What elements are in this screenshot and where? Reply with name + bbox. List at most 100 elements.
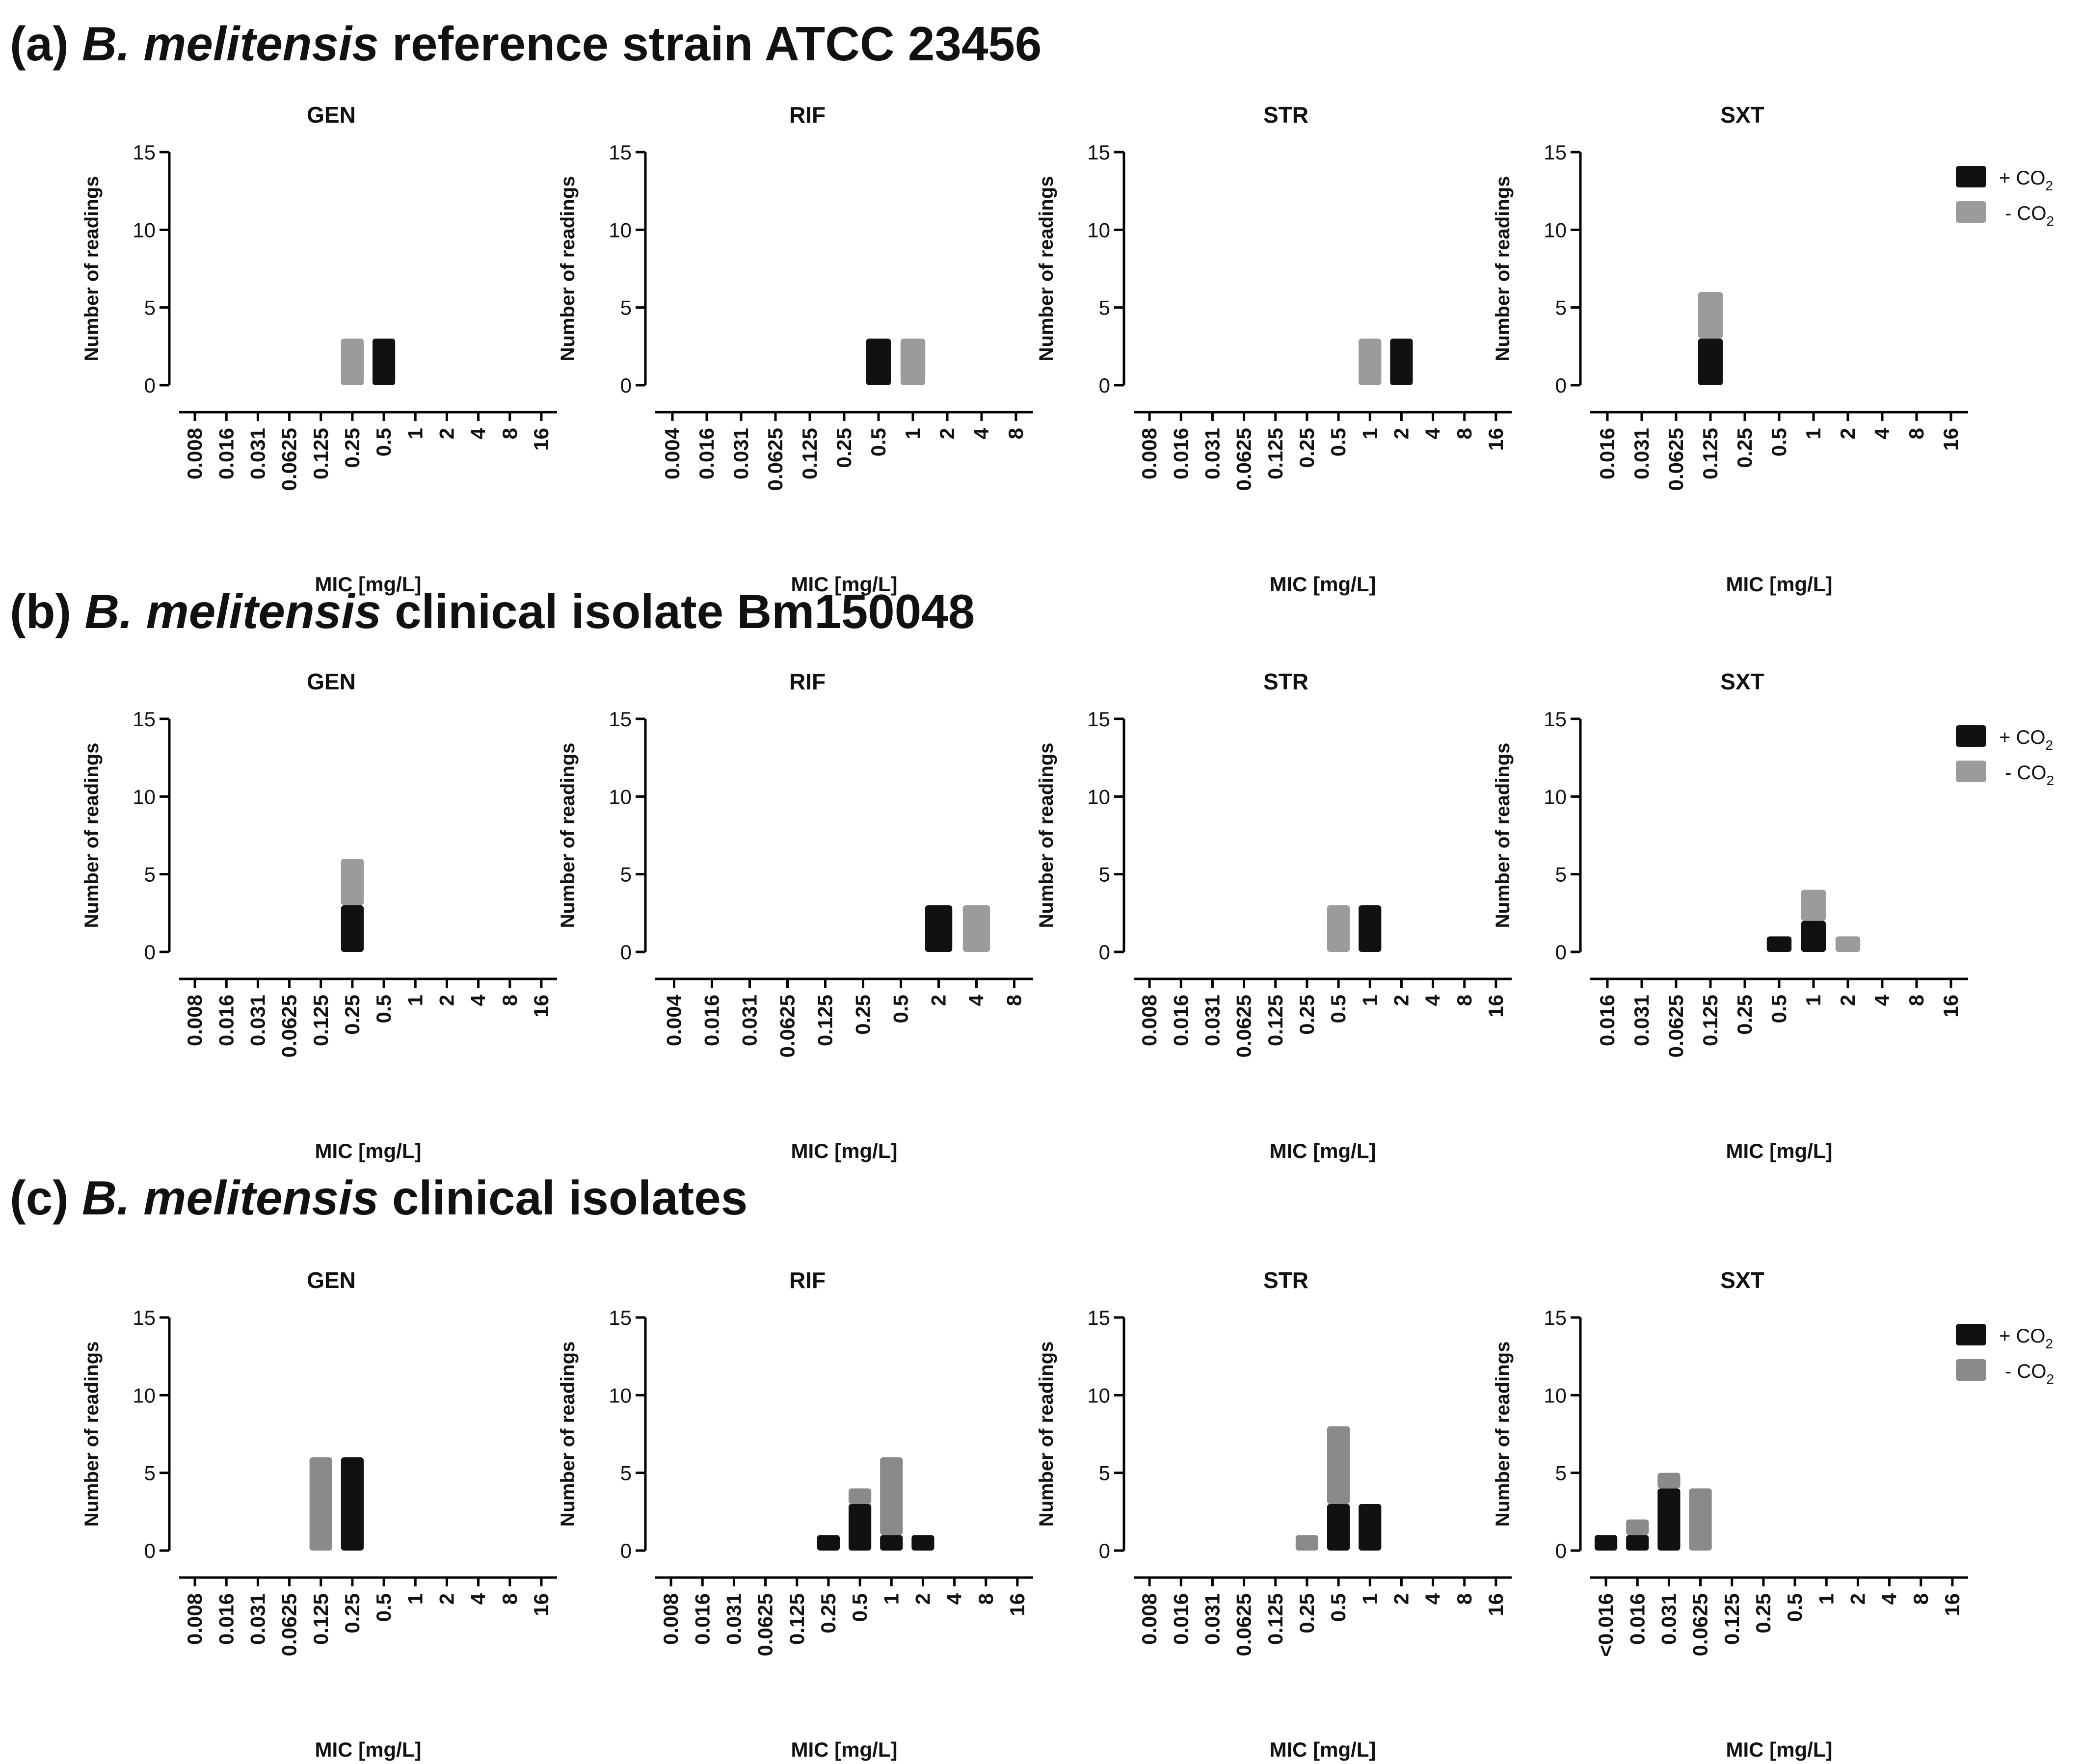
- chart-title: RIF: [789, 669, 826, 694]
- row-description: clinical isolate Bm150048: [395, 584, 975, 638]
- x-tick-label: 0.125: [1699, 995, 1722, 1046]
- x-tick-label: 2: [911, 1593, 934, 1605]
- x-axis-label: MIC [mg/L]: [1270, 1139, 1376, 1162]
- bar-minus-co2: [1295, 1535, 1319, 1551]
- x-tick-label: 0.125: [309, 428, 332, 479]
- x-tick-label: 8: [1004, 428, 1027, 439]
- x-tick-label: 4: [1421, 427, 1444, 439]
- chart-panel-b-str: STR 0 5 10 15 Number of readings 0.008 0.016 0.0…: [974, 650, 1551, 1165]
- x-tick-label: 4: [1878, 1593, 1901, 1605]
- x-tick-label: 8: [1453, 995, 1476, 1006]
- bar-plus-co2: [1766, 936, 1792, 952]
- x-tick-label: 0.031: [246, 428, 269, 479]
- x-tick-label: 0.125: [814, 995, 837, 1046]
- chart-svg: RIF 0 5 10 15 Number of readings 0.004 0.016 0.0…: [557, 669, 1033, 1162]
- bar-minus-co2: [309, 1457, 332, 1551]
- bar-plus-co2: [880, 1535, 903, 1551]
- x-tick-label: 0.5: [372, 428, 395, 456]
- row-letter: (b): [10, 584, 72, 638]
- chart-title: GEN: [307, 102, 356, 128]
- bar-plus-co2: [341, 1457, 364, 1551]
- x-axis-label: MIC [mg/L]: [315, 573, 422, 596]
- x-tick-label: 0.031: [1630, 428, 1653, 479]
- x-tick-label: 0.5: [848, 1593, 871, 1622]
- x-tick-label: 4: [1870, 427, 1894, 439]
- x-tick-label: 0.5: [1767, 995, 1790, 1023]
- bar-minus-co2: [1327, 905, 1350, 952]
- x-tick-label: 0.125: [309, 1593, 332, 1645]
- x-tick-label: 4: [965, 994, 988, 1006]
- chart-panel-b-rif: RIF 0 5 10 15 Number of readings 0.004 0.016 0.0…: [496, 650, 1072, 1165]
- y-tick-label: 5: [144, 863, 156, 886]
- x-tick-label: 0.125: [309, 995, 332, 1046]
- y-tick-label: 15: [1087, 141, 1110, 164]
- y-tick-label: 0: [1555, 941, 1567, 964]
- x-tick-label: 0.0625: [278, 1593, 301, 1656]
- x-tick-label: 0.016: [1626, 1593, 1649, 1645]
- y-tick-label: 0: [1555, 1539, 1567, 1562]
- x-tick-label: 0.016: [1169, 995, 1192, 1046]
- y-tick-label: 10: [1544, 785, 1567, 808]
- x-tick-label: 0.0625: [776, 995, 799, 1057]
- y-tick-label: 15: [609, 1306, 632, 1329]
- x-tick-label: 8: [498, 428, 521, 439]
- x-tick-label: 0.25: [341, 1593, 364, 1633]
- bar-minus-co2: [1698, 292, 1723, 339]
- x-tick-label: 0.125: [1264, 1593, 1287, 1645]
- y-axis-label: Number of readings: [1036, 176, 1057, 362]
- bar-plus-co2: [1359, 905, 1382, 952]
- row-heading-a: (a) B. melitensis reference strain ATCC …: [10, 20, 1041, 68]
- x-tick-label: 16: [1939, 995, 1962, 1018]
- x-tick-label: 0.25: [341, 995, 364, 1035]
- x-axis-label: MIC [mg/L]: [315, 1738, 422, 1761]
- y-tick-label: 10: [1087, 1384, 1110, 1407]
- x-tick-label: 0.008: [659, 1593, 682, 1645]
- x-axis-label: MIC [mg/L]: [1270, 1738, 1376, 1761]
- x-tick-label: 0.0625: [1689, 1593, 1712, 1656]
- x-tick-label: 4: [467, 1593, 490, 1605]
- x-tick-label: 0.0625: [1664, 428, 1687, 491]
- legend-label-plus-co2: + CO2: [1999, 727, 2053, 753]
- x-tick-label: 16: [530, 1593, 553, 1616]
- x-tick-label: 0.5: [1327, 428, 1350, 456]
- x-tick-label: 0.016: [1169, 428, 1192, 479]
- y-tick-label: 10: [609, 785, 632, 808]
- x-tick-label: 0.25: [1295, 995, 1318, 1035]
- x-tick-label: 2: [1836, 428, 1859, 439]
- chart-title: GEN: [307, 669, 356, 694]
- x-tick-label: 0.031: [246, 1593, 269, 1645]
- chart-title: RIF: [789, 102, 826, 128]
- x-tick-label: 0.031: [738, 995, 761, 1046]
- x-tick-label: 0.008: [183, 1593, 206, 1645]
- y-tick-label: 15: [133, 708, 156, 731]
- y-tick-label: 10: [133, 785, 156, 808]
- x-tick-label: 8: [498, 995, 521, 1006]
- x-tick-label: 2: [1389, 428, 1413, 439]
- x-tick-label: 4: [1421, 1593, 1444, 1605]
- x-tick-label: 1: [1802, 995, 1825, 1006]
- y-axis-label: Number of readings: [81, 743, 103, 928]
- x-tick-label: 0.008: [1138, 995, 1161, 1046]
- x-tick-label: 0.25: [852, 995, 875, 1035]
- y-tick-label: 5: [1099, 1462, 1110, 1485]
- y-tick-label: 10: [133, 218, 156, 241]
- x-tick-label: 0.125: [785, 1593, 808, 1645]
- y-axis-label: Number of readings: [557, 176, 579, 362]
- legend-svg: + CO2 - CO2: [1956, 1324, 2054, 1387]
- x-tick-label: 8: [498, 1593, 521, 1605]
- x-tick-label: 2: [435, 428, 458, 439]
- x-tick-label: 0.5: [889, 995, 912, 1023]
- bar-plus-co2: [1657, 1488, 1681, 1551]
- bar-minus-co2: [341, 859, 364, 905]
- y-tick-label: 0: [144, 941, 156, 964]
- chart-panel-b-sxt: SXT 0 5 10 15 Number of readings 0.016 0.031 0.0…: [1431, 650, 2007, 1165]
- chart-title: STR: [1263, 102, 1308, 128]
- y-tick-label: 5: [144, 1462, 156, 1485]
- legend-swatch-plus-co2: [1956, 1324, 1986, 1345]
- x-tick-label: <0.016: [1594, 1593, 1617, 1657]
- x-tick-label: 0.125: [798, 428, 821, 479]
- y-axis-label: Number of readings: [81, 176, 103, 362]
- legend-label-plus-co2: + CO2: [1999, 167, 2053, 193]
- y-tick-label: 10: [1544, 218, 1567, 241]
- x-tick-label: 4: [1421, 994, 1444, 1006]
